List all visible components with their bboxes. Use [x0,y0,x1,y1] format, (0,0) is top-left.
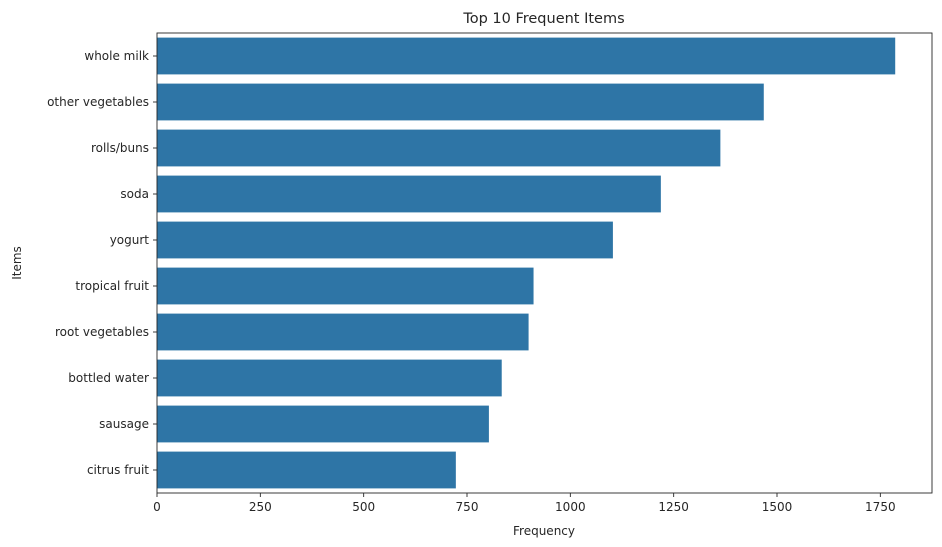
y-tick-label: yogurt [110,233,150,247]
x-axis-title: Frequency [513,524,575,538]
y-tick-label: sausage [99,417,149,431]
y-tick-label: root vegetables [55,325,149,339]
bar-bottled-water [157,359,502,397]
y-tick-label: whole milk [84,49,149,63]
bar-rolls-buns [157,129,721,167]
bar-yogurt [157,221,613,259]
x-axis-ticks: 0 250 500 750 1000 1250 1500 1750 [153,493,896,514]
y-tick-label: soda [120,187,149,201]
y-tick-label: other vegetables [47,95,149,109]
y-axis-ticks: whole milk other vegetables rolls/buns soda… [47,49,157,477]
x-tick-label: 0 [153,500,161,514]
x-tick-label: 1250 [658,500,689,514]
y-axis-title: Items [10,246,24,280]
x-tick-label: 1000 [555,500,586,514]
x-tick-label: 500 [352,500,375,514]
bar-sausage [157,405,489,443]
bar-root-vegetables [157,313,529,351]
x-tick-label: 1500 [762,500,793,514]
plot-frame [156,32,933,494]
bar-whole-milk [157,37,896,75]
bar-citrus-fruit [157,451,456,489]
bar-other-vegetables [157,83,764,121]
y-tick-label: citrus fruit [87,463,149,477]
chart-title: Top 10 Frequent Items [462,11,624,27]
bars-group [157,37,896,489]
y-tick-label: bottled water [68,371,149,385]
x-tick-label: 750 [456,500,479,514]
y-tick-label: tropical fruit [75,279,149,293]
x-tick-label: 250 [249,500,272,514]
y-tick-label: rolls/buns [91,141,149,155]
bar-soda [157,175,661,213]
bar-tropical-fruit [157,267,534,305]
x-tick-label: 1750 [865,500,896,514]
